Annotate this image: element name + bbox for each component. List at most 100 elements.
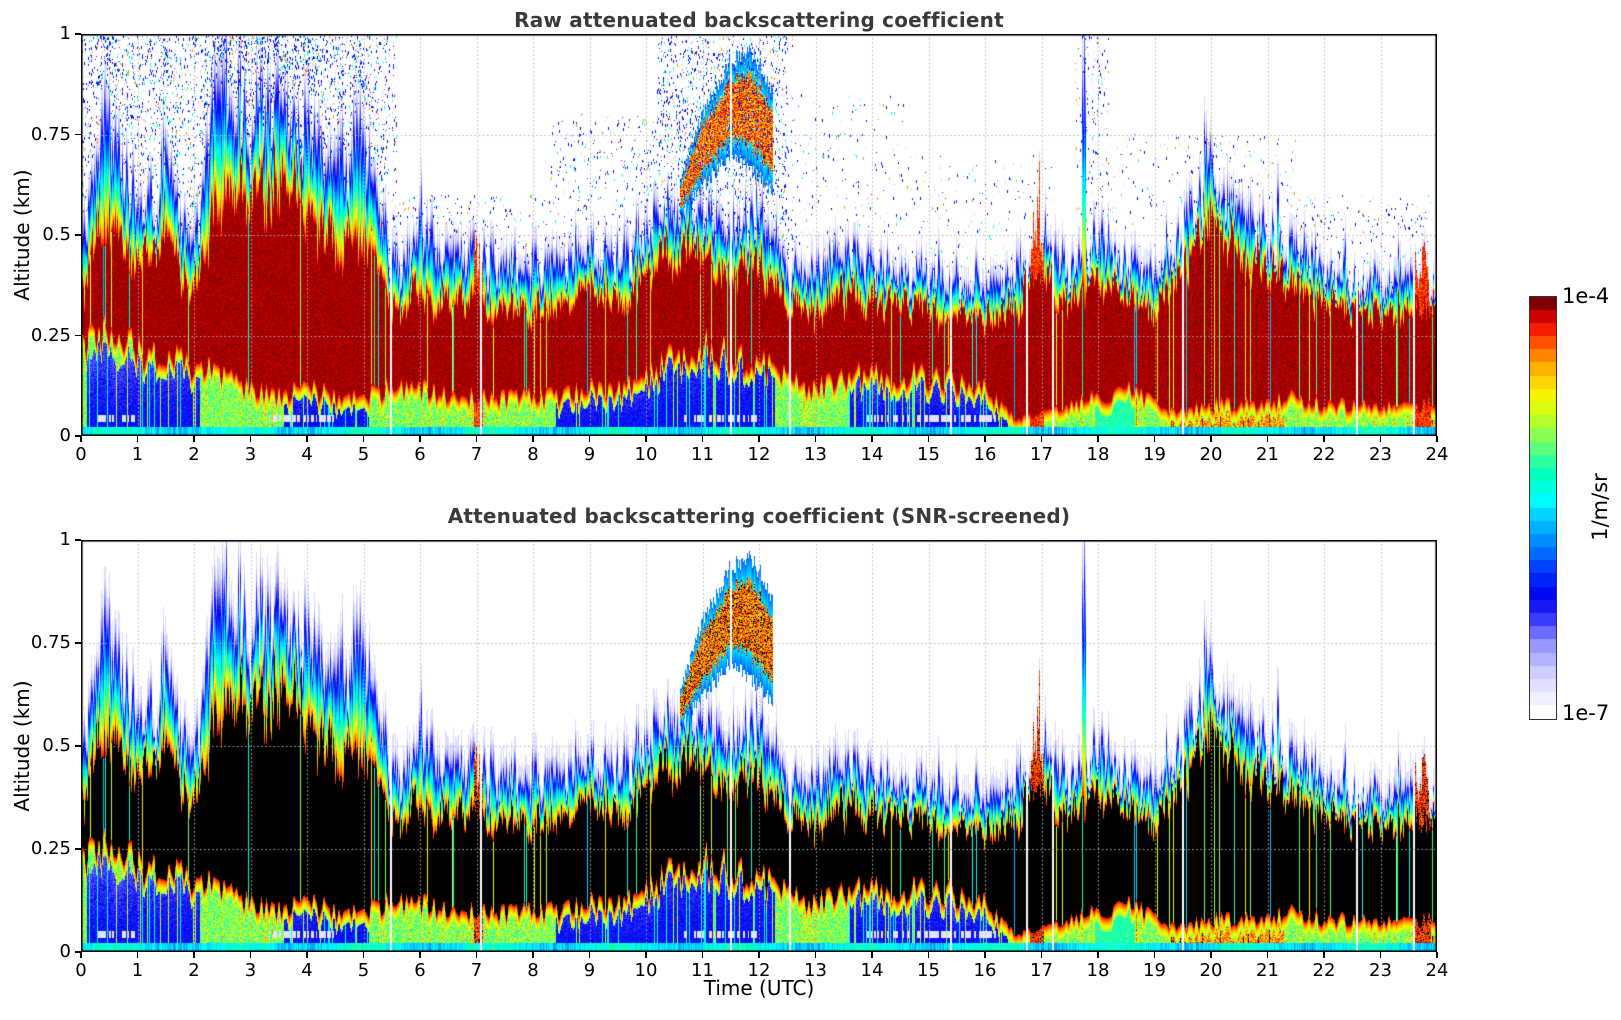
x-tick-label: 12 (747, 444, 771, 465)
x-tick (419, 952, 421, 958)
y-tick (75, 133, 81, 136)
x-tick (1266, 436, 1269, 442)
y-tick (75, 745, 81, 747)
x-tick-label: 18 (1086, 444, 1110, 465)
x-tick (80, 436, 82, 442)
y-tick-label: 0.5 (42, 735, 71, 756)
x-tick (1323, 436, 1325, 442)
x-tick (701, 952, 704, 958)
x-tick-label: 8 (527, 444, 539, 465)
x-tick-label: 20 (1199, 960, 1223, 981)
x-tick (984, 952, 986, 958)
panel2-title: Attenuated backscattering coefficient (S… (447, 504, 1071, 528)
x-tick (1266, 952, 1269, 958)
x-tick (306, 952, 308, 958)
x-tick-label: 23 (1369, 444, 1392, 465)
x-tick (1097, 952, 1099, 958)
y-tick-label: 0 (59, 425, 71, 446)
x-tick-label: 24 (1425, 444, 1449, 465)
x-tick (645, 952, 647, 958)
x-tick-label: 10 (634, 960, 658, 981)
x-tick (984, 436, 986, 442)
y-tick (75, 539, 81, 541)
x-tick-label: 16 (973, 960, 997, 981)
panel1-title: Raw attenuated backscattering coefficien… (514, 8, 1004, 32)
x-tick-label: 5 (357, 960, 370, 981)
x-tick-label: 23 (1369, 960, 1392, 981)
x-tick (419, 436, 421, 442)
x-tick (1040, 436, 1043, 442)
colorbar-max-label: 1e-4 (1562, 284, 1610, 308)
x-tick-label: 21 (1256, 960, 1279, 981)
x-tick-label: 2 (188, 960, 200, 981)
x-tick (1210, 952, 1212, 958)
x-tick (1379, 952, 1382, 958)
x-tick (1040, 952, 1043, 958)
x-tick-label: 17 (1030, 444, 1053, 465)
colorbar-gradient (1530, 297, 1556, 719)
x-tick (1436, 952, 1438, 958)
y-tick (75, 33, 81, 35)
x-tick-label: 13 (804, 960, 827, 981)
x-tick (362, 436, 365, 442)
x-tick-label: 1 (131, 444, 144, 465)
y-tick (75, 951, 81, 953)
x-tick (193, 436, 195, 442)
x-tick (362, 952, 365, 958)
x-tick (701, 436, 704, 442)
x-tick-label: 8 (527, 960, 539, 981)
y-tick-label: 1 (59, 23, 71, 44)
x-tick-label: 22 (1312, 444, 1336, 465)
x-tick-label: 15 (917, 960, 940, 981)
x-tick (475, 436, 478, 442)
x-tick (80, 952, 82, 958)
y-tick (75, 435, 81, 437)
raw-backscatter-heatmap (81, 34, 1437, 436)
x-tick-label: 3 (244, 960, 257, 981)
x-tick (249, 952, 252, 958)
x-tick-label: 12 (747, 960, 771, 981)
x-tick (1323, 952, 1325, 958)
x-tick (871, 436, 873, 442)
y-tick (75, 848, 81, 850)
x-tick (306, 436, 308, 442)
x-tick-label: 2 (188, 444, 200, 465)
x-tick-label: 15 (917, 444, 940, 465)
x-tick (193, 952, 195, 958)
x-tick-label: 10 (634, 444, 658, 465)
x-tick (1379, 436, 1382, 442)
y-tick-label: 0 (59, 941, 71, 962)
colorbar (1529, 296, 1557, 720)
x-tick (814, 436, 817, 442)
x-tick-label: 4 (301, 444, 313, 465)
x-tick (588, 952, 591, 958)
x-tick-label: 0 (75, 960, 87, 981)
x-tick (814, 952, 817, 958)
x-tick-label: 19 (1143, 444, 1166, 465)
y-tick-label: 1 (59, 529, 71, 550)
x-tick (475, 952, 478, 958)
x-axis-label: Time (UTC) (703, 976, 815, 1000)
x-tick (1436, 436, 1438, 442)
screened-backscatter-heatmap (81, 540, 1437, 952)
x-tick-label: 9 (583, 444, 596, 465)
y-tick-label: 0.25 (30, 838, 71, 859)
y-tick-label: 0.25 (30, 324, 71, 346)
x-tick-label: 7 (470, 444, 483, 465)
x-tick-label: 5 (357, 444, 370, 465)
panel2-plot-area (81, 540, 1437, 952)
x-tick (1153, 952, 1156, 958)
panel1-plot-area (81, 34, 1437, 436)
x-tick-label: 0 (75, 444, 87, 465)
x-tick-label: 16 (973, 444, 997, 465)
y-tick-label: 0.75 (30, 123, 71, 145)
x-tick-label: 9 (583, 960, 596, 981)
x-tick-label: 11 (691, 960, 714, 981)
x-tick (1153, 436, 1156, 442)
y-tick-label: 0.75 (30, 632, 71, 653)
x-tick (532, 952, 534, 958)
x-tick (927, 952, 930, 958)
x-tick-label: 21 (1256, 444, 1279, 465)
x-tick (758, 952, 760, 958)
